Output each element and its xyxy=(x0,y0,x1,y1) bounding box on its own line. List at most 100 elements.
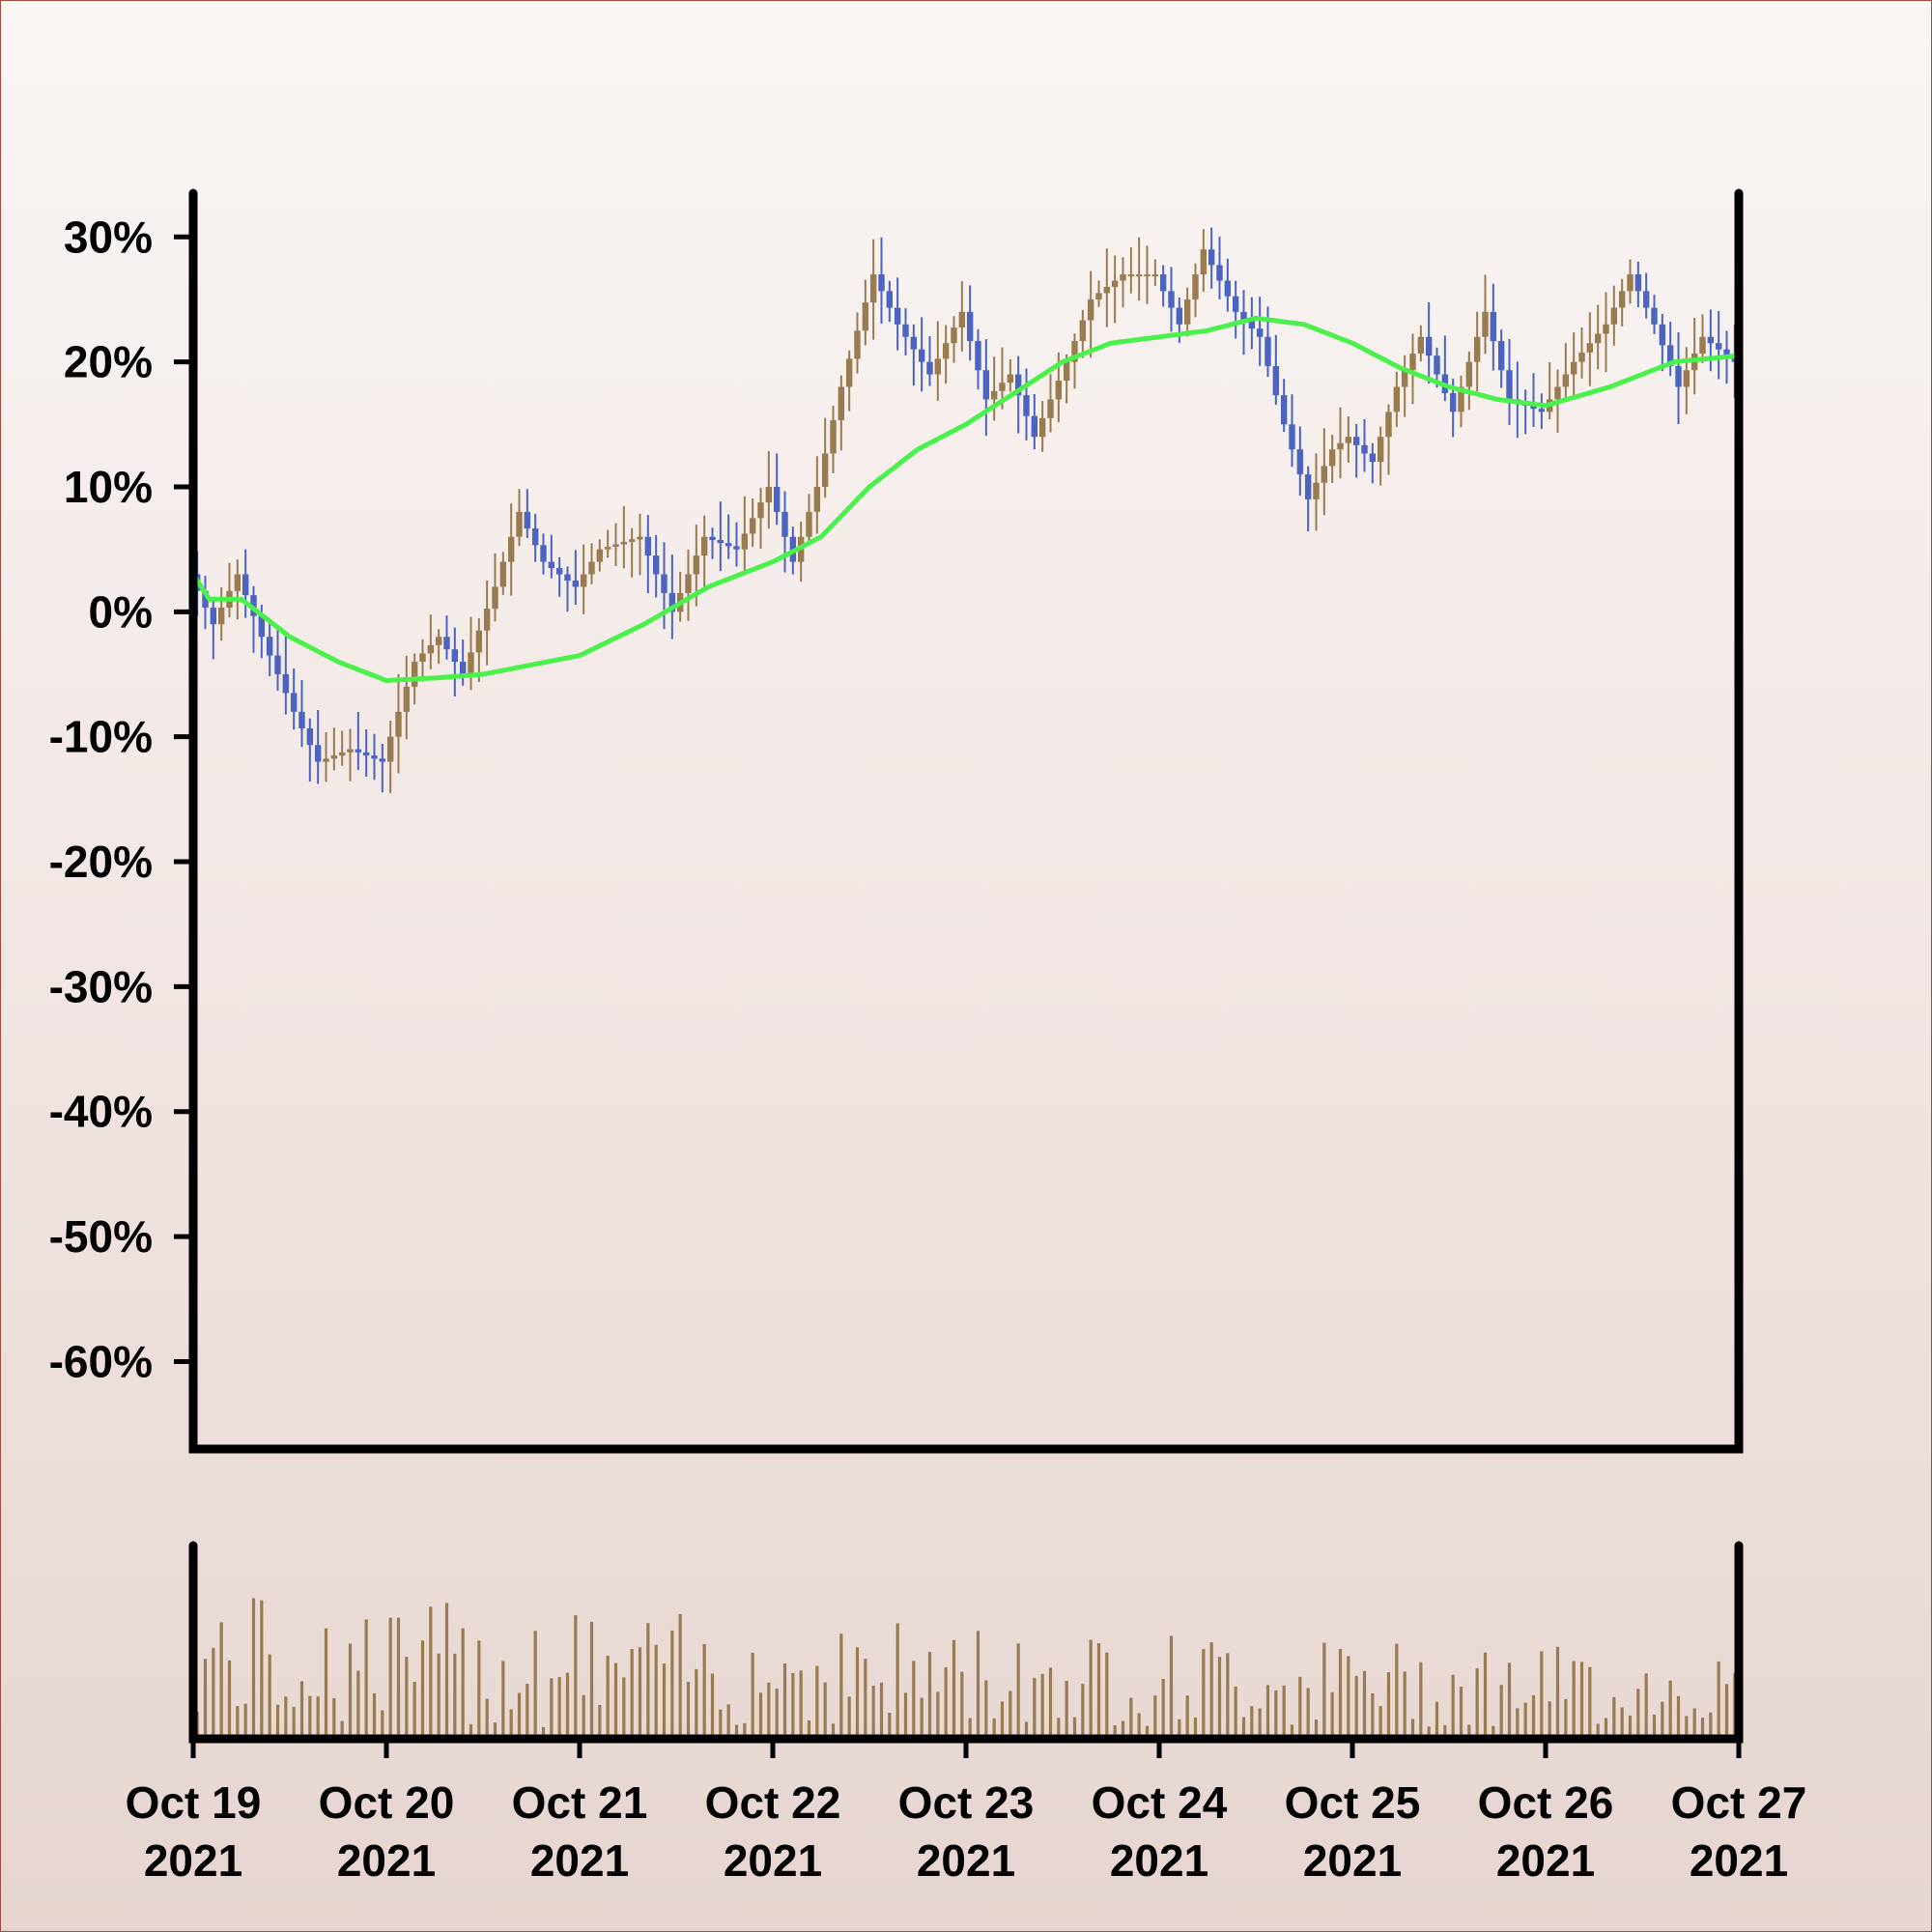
candle xyxy=(1111,255,1119,324)
volume-bar xyxy=(1548,1701,1551,1735)
candle-body xyxy=(1666,345,1674,366)
candle-body xyxy=(1007,374,1014,384)
x-tick-label: Oct 25 xyxy=(1285,1777,1421,1828)
candle xyxy=(282,636,290,715)
candle-body xyxy=(1176,307,1183,325)
x-tick-year: 2021 xyxy=(144,1835,242,1886)
candle-body xyxy=(564,574,571,581)
volume-bar xyxy=(855,1647,860,1735)
candle-body xyxy=(894,307,901,325)
candle-body xyxy=(483,609,491,631)
candle-body xyxy=(845,358,853,387)
volume-bar xyxy=(260,1600,264,1735)
candle xyxy=(1087,270,1094,358)
candle-body xyxy=(1393,386,1401,412)
candle-body xyxy=(290,693,298,712)
y-tick-label: -10% xyxy=(49,712,153,762)
candle-body xyxy=(926,361,933,375)
volume-bar xyxy=(799,1670,803,1735)
candle-body xyxy=(1240,311,1247,321)
volume-bar xyxy=(1306,1688,1310,1735)
volume-bar xyxy=(1145,1725,1150,1735)
candle-body xyxy=(572,580,580,587)
volume-bar xyxy=(726,1704,730,1735)
candle-body xyxy=(242,574,249,596)
candle-body xyxy=(531,528,539,546)
candle xyxy=(395,673,402,774)
candle xyxy=(217,586,225,641)
candle xyxy=(966,285,974,361)
x-tick-year: 2021 xyxy=(530,1835,629,1886)
volume-bar xyxy=(1234,1686,1237,1735)
candle-body xyxy=(862,302,869,331)
candle-body xyxy=(1385,412,1392,438)
volume-bar xyxy=(541,1726,546,1735)
volume-bar xyxy=(1033,1677,1037,1735)
candle-body xyxy=(419,653,426,663)
volume-bar xyxy=(968,1718,972,1735)
volume-bar xyxy=(1419,1662,1423,1735)
volume-bar xyxy=(284,1696,288,1735)
volume-bar xyxy=(1338,1648,1343,1735)
candle xyxy=(1224,258,1232,312)
volume-bar xyxy=(710,1673,715,1735)
candle xyxy=(564,566,571,612)
candle xyxy=(427,614,435,669)
candle-body xyxy=(1337,442,1344,450)
candle xyxy=(250,585,257,653)
candle-body xyxy=(628,539,636,542)
candle-body xyxy=(1707,336,1715,344)
candle xyxy=(765,450,773,529)
volume-bar xyxy=(332,1697,336,1735)
candle xyxy=(290,668,298,730)
candle xyxy=(604,529,611,558)
volume-bar xyxy=(1540,1651,1544,1735)
candle-body xyxy=(298,711,305,729)
candle-body xyxy=(202,590,209,609)
volume-bar xyxy=(695,1668,698,1735)
volume-bar xyxy=(517,1692,522,1735)
volume-bar xyxy=(1178,1719,1181,1735)
volume-bar xyxy=(1395,1643,1399,1735)
candle-body xyxy=(516,511,523,537)
candle-body xyxy=(217,608,225,625)
volume-bar xyxy=(1709,1712,1713,1735)
candle xyxy=(741,496,749,574)
candle-body xyxy=(250,595,257,616)
candle xyxy=(1490,283,1497,371)
volume-bar xyxy=(871,1686,875,1735)
volume-bar xyxy=(1531,1694,1536,1735)
volume-bar xyxy=(1202,1649,1206,1735)
candle xyxy=(1627,259,1634,304)
candle xyxy=(1038,401,1046,452)
volume-bar xyxy=(1298,1676,1302,1735)
candle xyxy=(1715,310,1722,380)
candle xyxy=(806,494,812,546)
candle xyxy=(1289,394,1295,468)
volume-bar xyxy=(1579,1662,1584,1735)
volume-bar xyxy=(1555,1646,1560,1735)
candle-body xyxy=(1289,424,1295,450)
volume-bar xyxy=(243,1703,247,1735)
volume-bar xyxy=(1644,1673,1648,1735)
candle xyxy=(958,281,966,352)
candle-body xyxy=(1497,341,1505,371)
candle xyxy=(540,533,547,575)
volume-bar xyxy=(1604,1718,1608,1735)
candle-body xyxy=(1127,274,1135,277)
candle-body xyxy=(1103,287,1111,294)
volume-bar xyxy=(1016,1643,1020,1735)
volume-bar xyxy=(920,1697,923,1735)
candle-body xyxy=(1586,343,1594,353)
volume-bar xyxy=(1169,1635,1174,1735)
volume-bar xyxy=(1290,1724,1294,1735)
candle-body xyxy=(1063,361,1070,382)
candle xyxy=(1578,327,1585,379)
candle xyxy=(1458,375,1464,428)
volume-bar xyxy=(976,1631,980,1735)
candle xyxy=(1642,272,1650,319)
candle-body xyxy=(1570,361,1577,375)
candle xyxy=(524,489,531,538)
volume-bar xyxy=(1209,1642,1213,1735)
volume-bar xyxy=(638,1647,642,1735)
